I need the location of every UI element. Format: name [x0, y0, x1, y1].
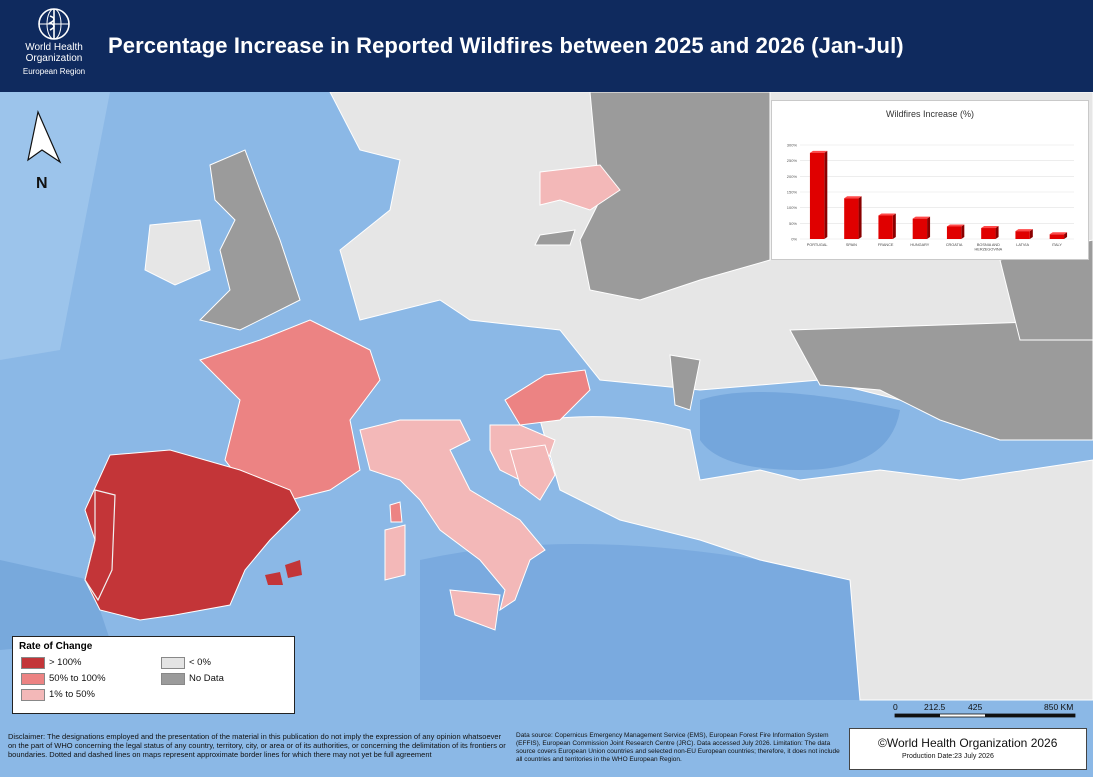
- legend-swatch-1-50: [21, 689, 45, 701]
- chart-x-tick-label: BOSNIA AND: [977, 243, 1000, 247]
- chart-y-tick-label: 300%: [787, 143, 798, 148]
- chart-bar-top: [912, 216, 931, 219]
- legend-label-no-data: No Data: [189, 673, 224, 684]
- production-date: Production Date:23 July 2026: [902, 753, 994, 760]
- who-emblem-icon: [38, 8, 70, 40]
- chart-bar: [809, 152, 825, 239]
- legend-label-1-50: 1% to 50%: [49, 689, 95, 700]
- org-name-line1: World Health: [25, 42, 83, 53]
- north-label: N: [36, 175, 48, 192]
- chart-bar-side: [1029, 229, 1033, 239]
- chart-bar: [1049, 234, 1065, 239]
- legend-label-below-0: < 0%: [189, 657, 211, 668]
- chart-bar-top: [981, 226, 999, 229]
- island-sicily: [449, 589, 501, 631]
- chart-bar-side: [1064, 232, 1068, 239]
- wildfire-chart-inset: Wildfires Increase (%) PORTUGAL SPAIN FRAN…: [771, 100, 1089, 260]
- chart-x-tick-label: CROATIA: [946, 243, 963, 247]
- chart-bar-top: [1049, 232, 1068, 235]
- chart-bar-side: [892, 213, 896, 239]
- chart-bar: [981, 228, 996, 239]
- country-no-data-moldova: [669, 354, 701, 411]
- chart-bar-top: [809, 150, 828, 153]
- scale-tick-1: 212.5: [924, 702, 946, 712]
- legend-swatch-over-100: [21, 657, 45, 669]
- chart-y-tick-label: 200%: [787, 174, 798, 179]
- chart-bar-top: [878, 213, 896, 216]
- country-no-data-uk: [199, 149, 301, 331]
- north-arrow: N: [27, 110, 62, 192]
- country-no-data-russia: [579, 92, 771, 301]
- legend-label-over-100: > 100%: [49, 657, 82, 668]
- chart-bar-side: [961, 224, 965, 239]
- header-bar: World Health Organization European Regio…: [0, 0, 1093, 92]
- disclaimer-text: Disclaimer: The designations employed an…: [8, 732, 506, 760]
- scale-tick-0: 0: [893, 702, 898, 712]
- chart-x-tick-label: ITALY: [1052, 243, 1062, 247]
- chart-bar-top: [844, 196, 862, 199]
- legend-swatch-below-0: [161, 657, 185, 669]
- chart-y-tick-label: 250%: [787, 158, 798, 163]
- bar-chart: Wildfires Increase (%) PORTUGAL SPAIN FRAN…: [787, 109, 1074, 252]
- country-france: [199, 319, 381, 501]
- chart-x-tick-label: FRANCE: [878, 243, 894, 247]
- who-logo: World Health Organization European Regio…: [14, 6, 94, 88]
- chart-bar-side: [858, 196, 862, 239]
- chart-bar-side: [995, 226, 999, 239]
- legend-label-50-100: 50% to 100%: [49, 673, 106, 684]
- balearic-islands: [265, 560, 302, 585]
- chart-bar-top: [1015, 229, 1033, 232]
- country-no-data-east: [789, 319, 1093, 441]
- chart-bar: [912, 218, 928, 239]
- chart-bar-side: [824, 150, 828, 239]
- chart-bar: [878, 215, 893, 239]
- chart-x-tick-label: SPAIN: [846, 243, 857, 247]
- chart-x-tick-label: PORTUGAL: [807, 243, 828, 247]
- country-bosnia: [509, 444, 556, 501]
- copyright-text: ©World Health Organization 2026: [878, 736, 1058, 750]
- chart-bar-side: [927, 216, 931, 239]
- chart-y-tick-label: 50%: [789, 221, 797, 226]
- country-latvia: [539, 164, 621, 211]
- chart-title: Wildfires Increase (%): [886, 109, 974, 119]
- chart-bar: [844, 198, 859, 239]
- chart-y-tick-label: 0%: [791, 237, 797, 242]
- data-source-text: Data source: Copernicus Emergency Manage…: [516, 732, 840, 763]
- org-name-line2: Organization: [25, 53, 83, 64]
- chart-bar-top: [946, 224, 965, 227]
- chart-x-tick-label: LATVIA: [1016, 243, 1029, 247]
- legend-title: Rate of Change: [19, 641, 93, 652]
- page-title: Percentage Increase in Reported Wildfire…: [108, 33, 904, 58]
- country-portugal: [84, 489, 116, 602]
- legend-swatch-no-data: [161, 673, 185, 685]
- island-sardinia: [384, 524, 406, 581]
- region-label: European Region: [22, 67, 86, 76]
- chart-x-tick-label: HUNGARY: [910, 243, 929, 247]
- scale-bar: 0 212.5 425 850 KM: [893, 702, 1076, 718]
- country-italy: [359, 419, 546, 612]
- chart-y-tick-label: 100%: [787, 205, 798, 210]
- scale-tick-2: 425: [968, 702, 982, 712]
- chart-bar: [946, 226, 962, 239]
- scale-tick-3: 850 KM: [1044, 702, 1073, 712]
- legend-swatch-50-100: [21, 673, 45, 685]
- chart-x-tick-label: HERZEGOVINA: [975, 248, 1003, 252]
- copyright-box: ©World Health Organization 2026 Producti…: [849, 728, 1087, 770]
- chart-y-tick-label: 150%: [787, 190, 798, 195]
- chart-bar: [1015, 231, 1030, 239]
- country-ireland: [144, 219, 211, 286]
- legend-panel: Rate of Change > 100% 50% to 100% 1% to …: [12, 636, 295, 714]
- island-corsica: [389, 501, 403, 523]
